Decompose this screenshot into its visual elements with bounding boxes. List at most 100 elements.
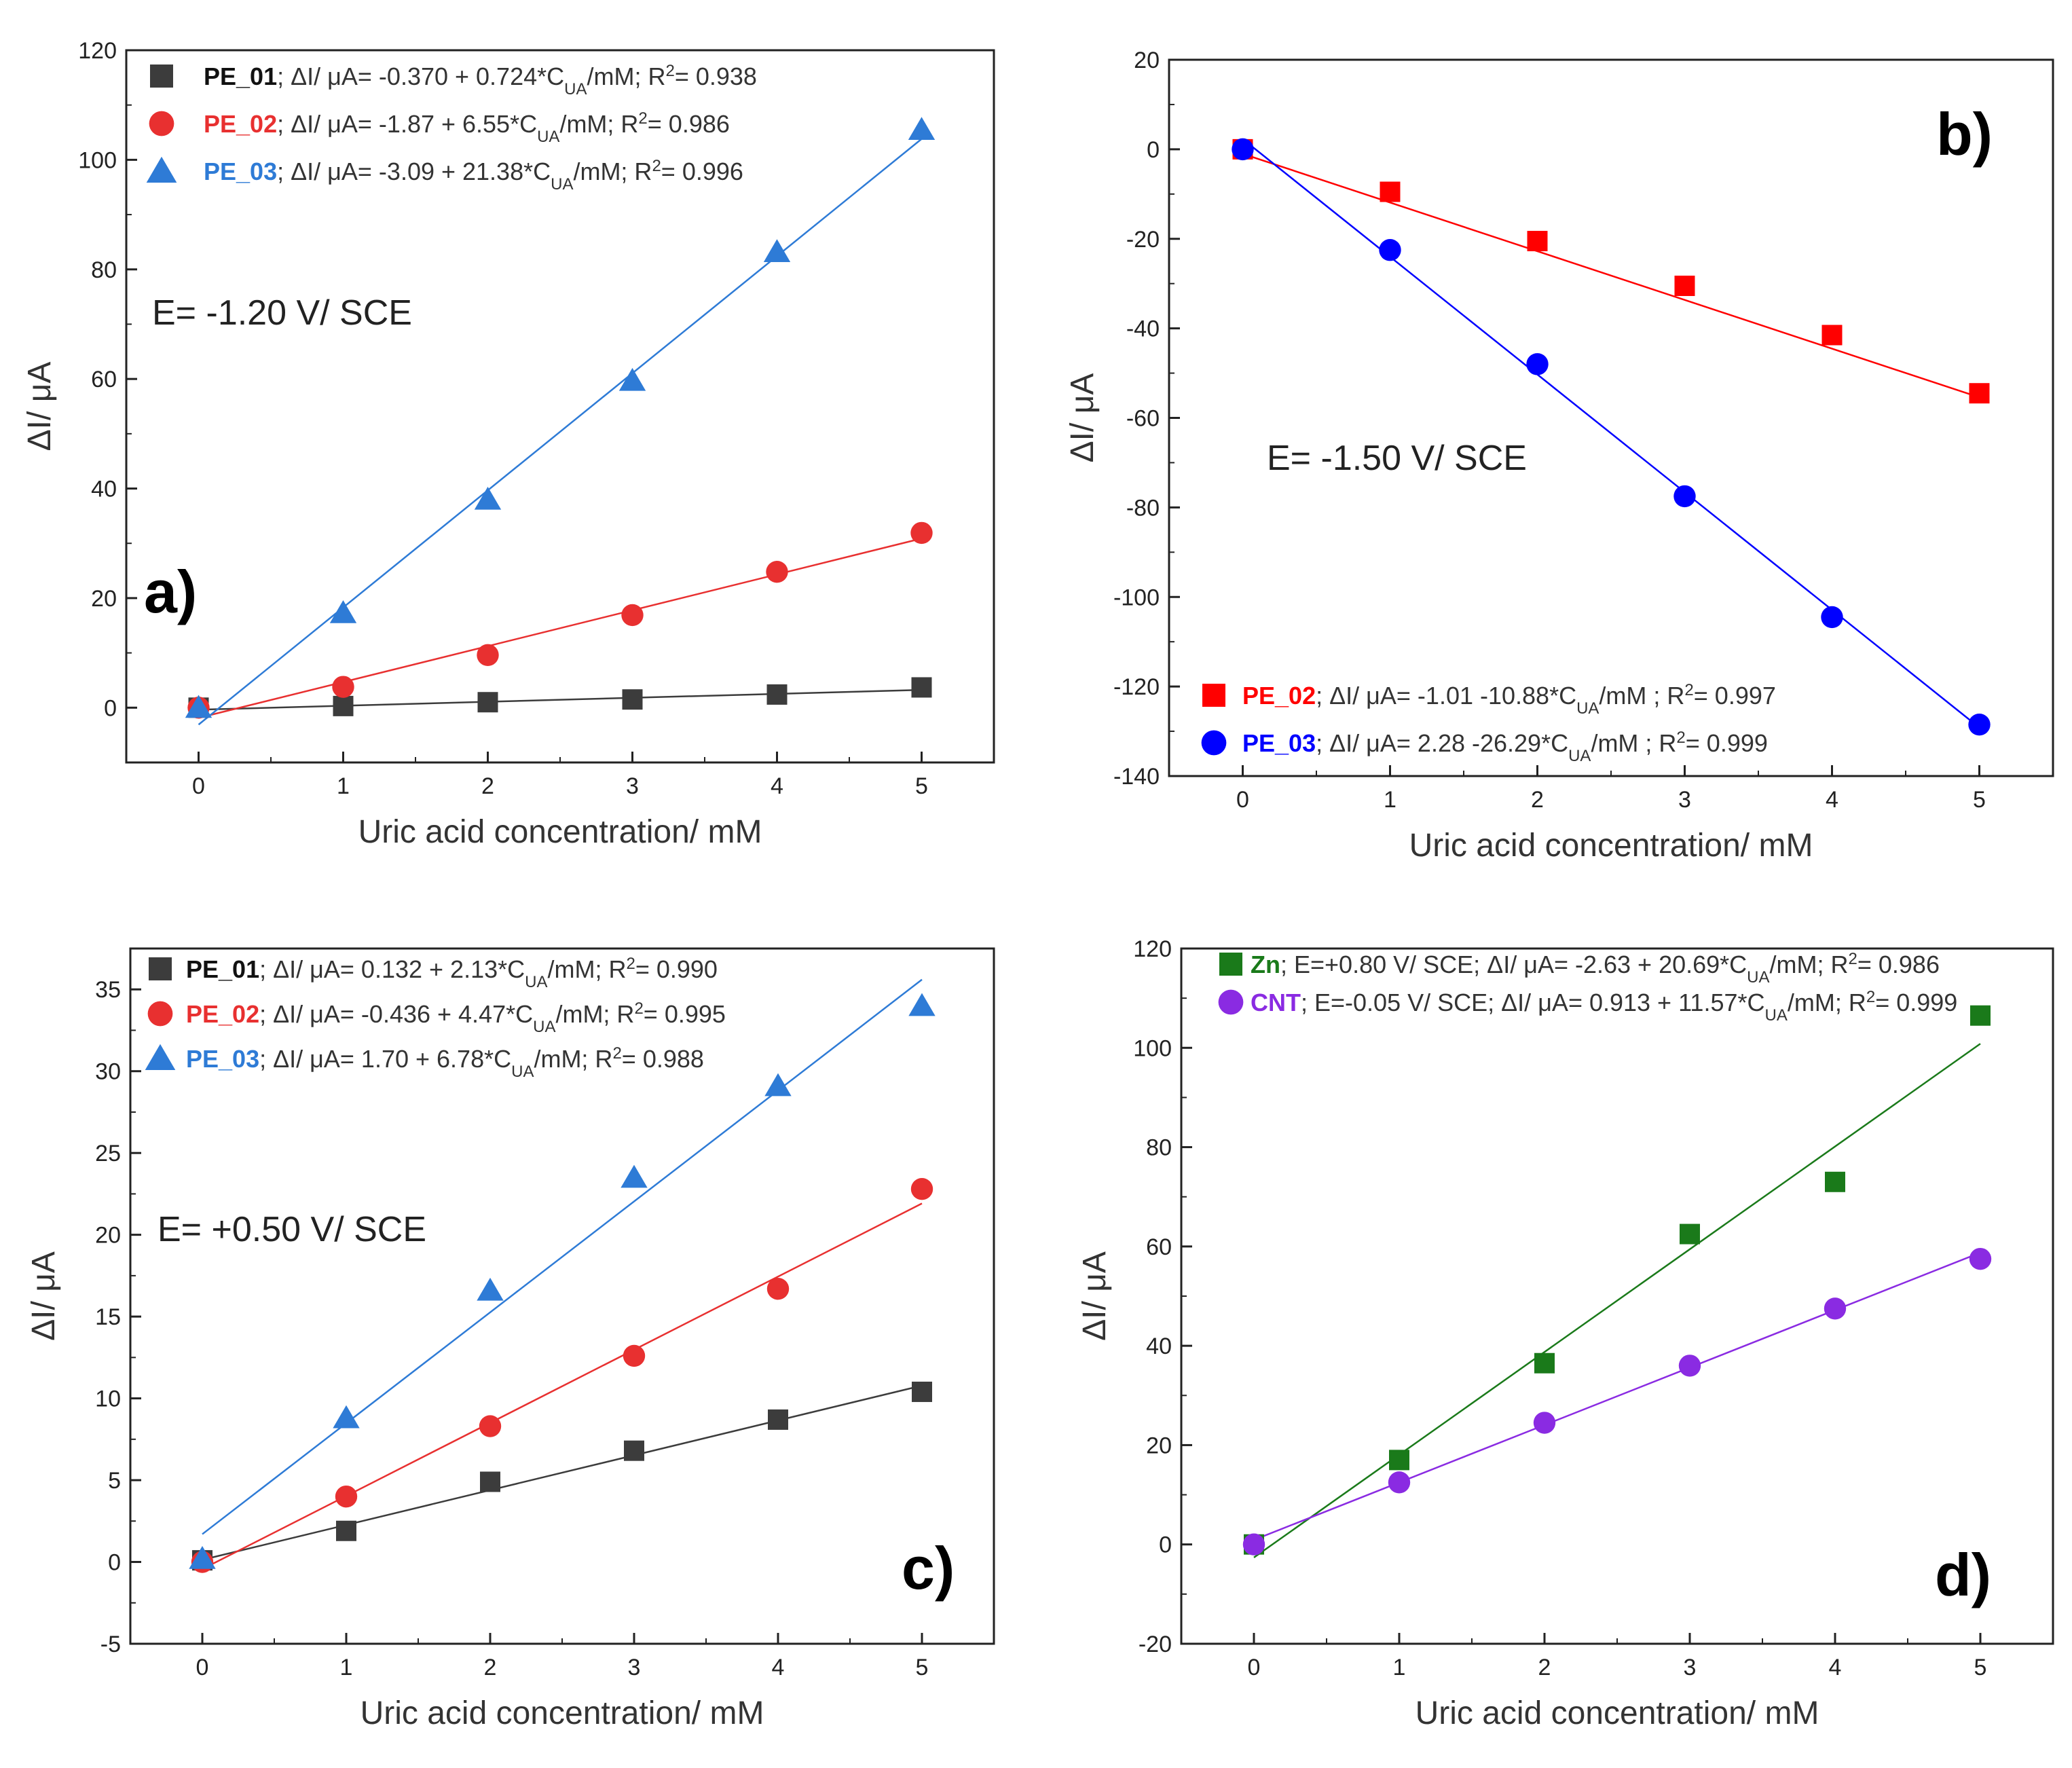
legend-entry: PE_01; ΔI/ μA= 0.132 + 2.13*CUA/mM; R2= … bbox=[186, 955, 718, 991]
legend-equation: /mM; R bbox=[1788, 989, 1866, 1016]
legend-r2: = 0.999 bbox=[1875, 989, 1957, 1016]
potential-annotation: E= -1.20 V/ SCE bbox=[152, 293, 412, 333]
data-point-pe-03 bbox=[1232, 138, 1254, 161]
legend-superscript: 2 bbox=[1684, 681, 1693, 699]
data-point-pe-03 bbox=[477, 1277, 504, 1301]
data-point-pe-03 bbox=[474, 486, 502, 510]
legend-r2: = 0.986 bbox=[1857, 951, 1940, 978]
y-tick-label: 0 bbox=[104, 695, 117, 721]
legend-superscript: 2 bbox=[1866, 988, 1875, 1006]
legend-r2: = 0.938 bbox=[675, 62, 757, 90]
y-tick-label: 80 bbox=[91, 257, 117, 283]
panel-c: -5 0 5 10 15 20 25 30 35 0 1 2 3 4 5 Uric acid concentr… bbox=[26, 947, 995, 1731]
data-point-cnt bbox=[1533, 1412, 1556, 1434]
legend-entry: PE_03; ΔI/ μA= 1.70 + 6.78*CUA/mM; R2= 0… bbox=[186, 1044, 704, 1081]
x-axis-title: Uric acid concentration/ mM bbox=[360, 1695, 764, 1731]
fit-line-pe-02 bbox=[198, 537, 922, 719]
legend-subscript: UA bbox=[533, 1018, 555, 1036]
potential-annotation: E= -1.50 V/ SCE bbox=[1267, 439, 1527, 478]
x-tick-label: 5 bbox=[1974, 1655, 1987, 1680]
legend-marker-cnt bbox=[1218, 989, 1244, 1015]
y-tick-label: -20 bbox=[1139, 1632, 1172, 1657]
x-tick-label: 2 bbox=[1538, 1655, 1551, 1680]
legend-subscript: UA bbox=[564, 80, 587, 98]
y-tick-label: -60 bbox=[1126, 406, 1160, 432]
y-tick-label: -140 bbox=[1113, 764, 1160, 790]
data-point-pe-01 bbox=[480, 1471, 500, 1492]
legend-superscript: 2 bbox=[634, 999, 643, 1018]
legend-marker-pe-02 bbox=[1202, 684, 1225, 707]
legend-equation: /mM; R bbox=[555, 1000, 634, 1028]
data-point-pe-03 bbox=[763, 239, 791, 262]
legend-series-name: PE_02 bbox=[204, 110, 277, 138]
panel-b: -140 -120 -100 -80 -60 -40 -20 0 20 0 1 2 3 4 5 Uric ac… bbox=[1065, 48, 2054, 864]
y-tick-label: 40 bbox=[91, 477, 117, 502]
data-point-pe-02 bbox=[1674, 275, 1695, 296]
y-tick-label: 40 bbox=[1146, 1333, 1172, 1359]
legend-marker-zn bbox=[1219, 953, 1242, 976]
legend-entry: Zn; E=+0.80 V/ SCE; ΔI/ μA= -2.63 + 20.6… bbox=[1251, 950, 1940, 987]
legend-series-name: PE_03 bbox=[1242, 729, 1316, 757]
y-tick-label: 10 bbox=[95, 1386, 121, 1412]
data-point-pe-03 bbox=[621, 1164, 648, 1188]
legend-subscript: UA bbox=[537, 128, 559, 146]
fit-line-pe-02 bbox=[1242, 153, 1980, 399]
legend-r2: = 0.999 bbox=[1686, 729, 1768, 757]
panel-a: 0 20 40 60 80 100 120 0 1 2 3 4 5 Uric acid concentra… bbox=[22, 38, 995, 850]
legend-series-name: Zn bbox=[1251, 951, 1280, 978]
data-point-pe-01 bbox=[911, 677, 932, 698]
y-tick-label: 15 bbox=[95, 1304, 121, 1330]
x-tick-label: 1 bbox=[1384, 787, 1396, 813]
y-tick-label: 0 bbox=[1159, 1532, 1172, 1558]
x-tick-label: 4 bbox=[771, 773, 783, 799]
data-point-zn bbox=[1825, 1171, 1845, 1192]
y-tick-label: 120 bbox=[78, 38, 117, 64]
legend-equation: ; ΔI/ μA= -1.01 -10.88*C bbox=[1316, 682, 1576, 710]
data-point-pe-02 bbox=[1380, 181, 1401, 202]
x-tick-label: 4 bbox=[1829, 1655, 1842, 1680]
legend-entry: PE_02; ΔI/ μA= -1.01 -10.88*CUA/mM ; R2=… bbox=[1242, 681, 1776, 718]
data-point-cnt bbox=[1969, 1247, 1992, 1270]
data-point-pe-03 bbox=[333, 1405, 360, 1429]
legend-marker-pe-01 bbox=[150, 65, 173, 88]
y-tick-label: 0 bbox=[108, 1550, 121, 1576]
x-tick-label: 3 bbox=[1684, 1655, 1697, 1680]
data-point-pe-01 bbox=[333, 695, 354, 716]
legend-subscript: UA bbox=[511, 1063, 534, 1081]
legend-equation: /mM; R bbox=[587, 62, 665, 90]
legend-superscript: 2 bbox=[612, 1044, 621, 1063]
legend-equation: ; ΔI/ μA= -3.09 + 21.38*C bbox=[277, 158, 551, 185]
legend-subscript: UA bbox=[1576, 699, 1599, 718]
fit-line-pe-03 bbox=[202, 978, 923, 1535]
data-point-pe-02 bbox=[479, 1415, 502, 1437]
data-point-pe-01 bbox=[622, 689, 643, 710]
legend-equation: ; E=-0.05 V/ SCE; ΔI/ μA= 0.913 + 11.57*… bbox=[1301, 989, 1765, 1016]
y-tick-label: 60 bbox=[1146, 1234, 1172, 1260]
x-tick-label: 1 bbox=[340, 1655, 353, 1680]
data-point-zn bbox=[1389, 1450, 1409, 1471]
fit-line-pe-03 bbox=[198, 138, 923, 726]
fit-line-pe-01 bbox=[198, 688, 922, 711]
legend-series-name: CNT bbox=[1251, 989, 1301, 1016]
data-point-pe-02 bbox=[1969, 383, 1990, 404]
data-point-pe-02 bbox=[766, 1277, 790, 1300]
data-point-pe-03 bbox=[185, 695, 212, 718]
fit-line-zn bbox=[1253, 1043, 1981, 1558]
legend-marker-pe-02 bbox=[147, 1001, 173, 1027]
data-point-pe-02 bbox=[910, 1177, 933, 1200]
data-point-pe-02 bbox=[1821, 325, 1843, 346]
legend-superscript: 2 bbox=[652, 157, 661, 175]
legend-equation: /mM ; R bbox=[1599, 682, 1684, 710]
data-point-pe-01 bbox=[477, 692, 498, 713]
panel-label: b) bbox=[1936, 100, 1993, 168]
legend-equation: ; ΔI/ μA= -1.87 + 6.55*C bbox=[277, 110, 537, 138]
x-tick-label: 2 bbox=[481, 773, 494, 799]
x-tick-label: 0 bbox=[1248, 1655, 1261, 1680]
data-point-pe-01 bbox=[912, 1381, 932, 1402]
y-tick-label: 25 bbox=[95, 1141, 121, 1166]
y-tick-label: 60 bbox=[91, 367, 117, 392]
data-point-pe-02 bbox=[621, 604, 644, 627]
data-point-cnt bbox=[1242, 1533, 1265, 1555]
legend-equation: ; ΔI/ μA= 0.132 + 2.13*C bbox=[259, 955, 525, 983]
